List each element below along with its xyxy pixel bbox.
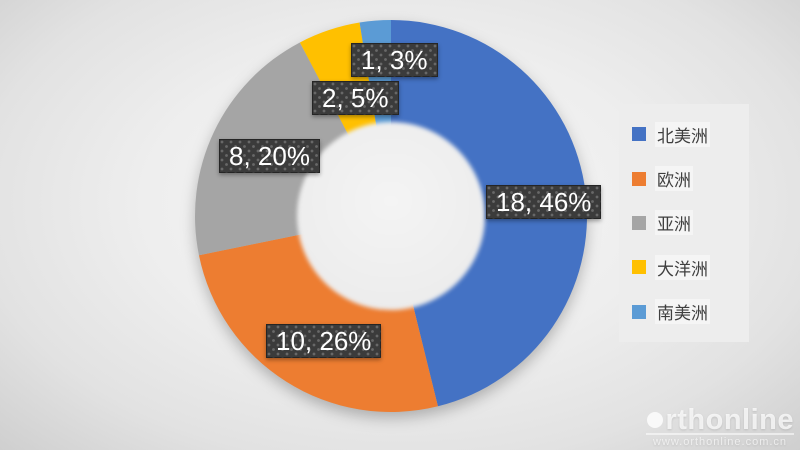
legend: 北美洲 欧洲 亚洲 大洋洲 南美洲: [619, 104, 749, 342]
data-label-oceania: 2, 5%: [312, 81, 399, 115]
gear-logo-icon: [647, 412, 664, 428]
legend-label: 欧洲: [655, 166, 693, 192]
legend-swatch-icon: [632, 304, 646, 319]
legend-label: 南美洲: [655, 299, 710, 325]
pie-slice-北美洲: [391, 20, 587, 407]
legend-swatch-icon: [632, 215, 646, 230]
legend-swatch-icon: [632, 260, 646, 275]
legend-item-south-america: 南美洲: [632, 299, 749, 325]
legend-swatch-icon: [632, 127, 646, 142]
legend-item-oceania: 大洋洲: [632, 254, 749, 280]
watermark-site-url: www.orthonline.com.cn: [646, 433, 794, 448]
legend-label: 大洋洲: [655, 254, 710, 280]
data-label-south-america: 1, 3%: [351, 43, 438, 77]
pie-slice-欧洲: [198, 233, 438, 412]
data-label-asia: 8, 20%: [219, 139, 320, 173]
watermark: rthonline www.orthonline.com.cn: [646, 405, 794, 448]
watermark-brand-text: rthonline: [665, 404, 794, 436]
legend-label: 亚洲: [655, 210, 693, 236]
legend-label: 北美洲: [655, 121, 710, 147]
legend-item-asia: 亚洲: [632, 210, 749, 236]
legend-swatch-icon: [632, 171, 646, 186]
donut-hole: [297, 122, 485, 310]
legend-item-north-america: 北美洲: [632, 121, 749, 147]
legend-item-europe: 欧洲: [632, 166, 749, 192]
data-label-europe: 10, 26%: [266, 324, 382, 358]
data-label-north-america: 18, 46%: [486, 185, 602, 219]
